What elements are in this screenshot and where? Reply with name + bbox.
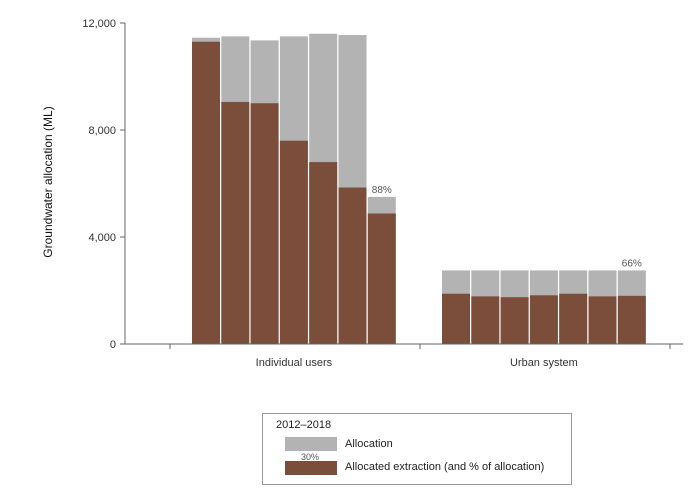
bar-extraction: [617, 295, 646, 344]
y-tick-label: 0: [110, 339, 116, 351]
bar-extraction: [192, 41, 220, 344]
bar-extraction: [442, 293, 470, 344]
y-tick-label: 12,000: [82, 18, 116, 30]
x-category-label: Individual users: [256, 357, 333, 369]
y-tick-label: 8,000: [88, 125, 116, 137]
data-label-percent: 88%: [372, 185, 392, 196]
bar-extraction: [221, 101, 250, 344]
bar-extraction: [471, 296, 500, 344]
bar-extraction: [367, 213, 396, 344]
bar-extraction: [588, 296, 617, 344]
legend-example-percent: 30%: [301, 452, 320, 462]
legend-swatch-allocation: [285, 437, 337, 451]
bar-extraction: [309, 162, 338, 344]
bar-extraction: [279, 140, 308, 344]
x-category-label: Urban system: [510, 357, 578, 369]
legend-swatch-extraction: [285, 461, 337, 475]
bar-extraction: [250, 103, 279, 344]
chart: 0 4,000 8,000 12,000 88% Individual users 66%…: [41, 18, 683, 369]
legend: 2012–2018 Allocation 30% Allocated extra…: [262, 413, 572, 485]
legend-title: 2012–2018: [276, 419, 332, 431]
bar-extraction: [338, 187, 367, 344]
legend-label-extraction: Allocated extraction (and % of allocatio…: [345, 461, 545, 473]
bar-extraction: [500, 297, 529, 344]
legend-label-allocation: Allocation: [345, 438, 393, 450]
y-axis-title: Groundwater allocation (ML): [41, 106, 55, 257]
data-label-percent: 66%: [622, 258, 642, 269]
y-tick-label: 4,000: [88, 232, 116, 244]
bar-extraction: [559, 293, 588, 344]
bar-extraction: [529, 295, 558, 344]
